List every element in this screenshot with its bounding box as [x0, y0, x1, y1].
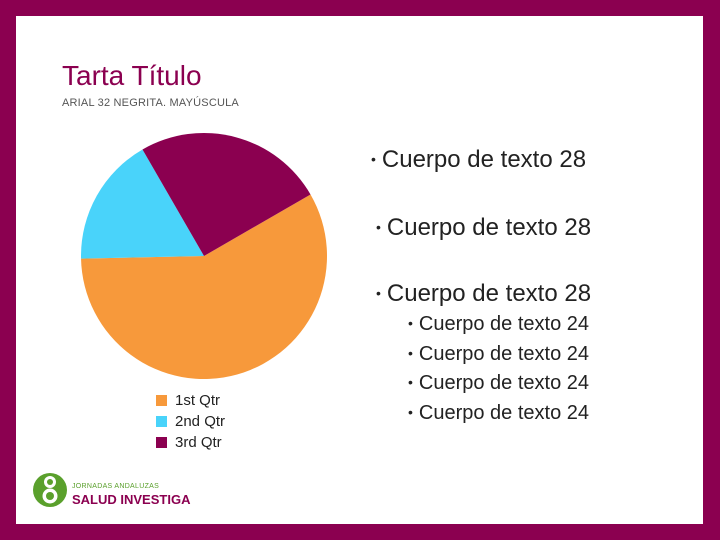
- bullet-text: Cuerpo de texto 24: [418, 401, 590, 424]
- sub-bullet-list: • Cuerpo de texto 24 • Cuerpo de texto 24 …: [408, 313, 589, 431]
- pie-slice-1st-qtr: [81, 194, 328, 380]
- legend-label: 2nd Qtr: [175, 413, 226, 430]
- bullet-icon: •: [408, 344, 413, 361]
- logo-big-text: SALUD INVESTIGA: [72, 492, 191, 507]
- body-bullet-28-1: • Cuerpo de texto 28: [371, 146, 586, 174]
- bullet-text: Cuerpo de texto 28: [386, 214, 592, 241]
- legend-item-2nd-qtr: 2nd Qtr: [156, 413, 225, 434]
- body-bullet-28-3: • Cuerpo de texto 28: [376, 280, 591, 308]
- legend-label: 3rd Qtr: [175, 434, 222, 451]
- bullet-icon: •: [376, 219, 381, 235]
- pie-slice-3rd-qtr: [142, 133, 311, 256]
- legend-item-3rd-qtr: 3rd Qtr: [156, 434, 225, 455]
- body-bullet-24-3: • Cuerpo de texto 24: [408, 372, 589, 402]
- bullet-icon: •: [371, 151, 376, 167]
- bullet-icon: •: [376, 285, 381, 301]
- legend-item-1st-qtr: 1st Qtr: [156, 392, 225, 413]
- logo-small-text: JORNADAS ANDALUZAS: [72, 483, 160, 490]
- logo-eight-icon: [33, 473, 67, 507]
- slide-title: Tarta Título: [62, 60, 202, 91]
- body-bullet-28-2: • Cuerpo de texto 28: [376, 214, 591, 242]
- bullet-text: Cuerpo de texto 24: [418, 313, 590, 335]
- bullet-text: Cuerpo de texto 28: [381, 146, 587, 173]
- legend-swatch: [156, 394, 167, 406]
- legend-label: 1st Qtr: [175, 392, 221, 409]
- chart-legend: 1st Qtr 2nd Qtr 3rd Qtr: [156, 392, 225, 455]
- bullet-text: Cuerpo de texto 28: [386, 280, 592, 307]
- bullet-icon: •: [408, 403, 413, 420]
- body-bullet-24-2: • Cuerpo de texto 24: [408, 343, 589, 373]
- body-bullet-24-1: • Cuerpo de texto 24: [408, 313, 589, 343]
- legend-swatch: [156, 415, 167, 427]
- bullet-icon: •: [408, 374, 413, 390]
- bullet-icon: •: [408, 315, 413, 331]
- slide-subtitle: ARIAL 32 NEGRITA. MAYÚSCULA: [62, 97, 239, 109]
- legend-swatch: [156, 436, 167, 448]
- body-bullet-24-4: • Cuerpo de texto 24: [408, 402, 589, 432]
- bullet-text: Cuerpo de texto 24: [418, 372, 590, 394]
- pie-slice-2nd-qtr: [81, 149, 204, 259]
- salud-investiga-logo: JORNADAS ANDALUZAS SALUD INVESTIGA: [30, 468, 190, 514]
- bullet-text: Cuerpo de texto 24: [418, 342, 590, 365]
- pie-chart: [81, 133, 328, 380]
- slide-canvas: Tarta Título ARIAL 32 NEGRITA. MAYÚSCULA…: [16, 16, 703, 524]
